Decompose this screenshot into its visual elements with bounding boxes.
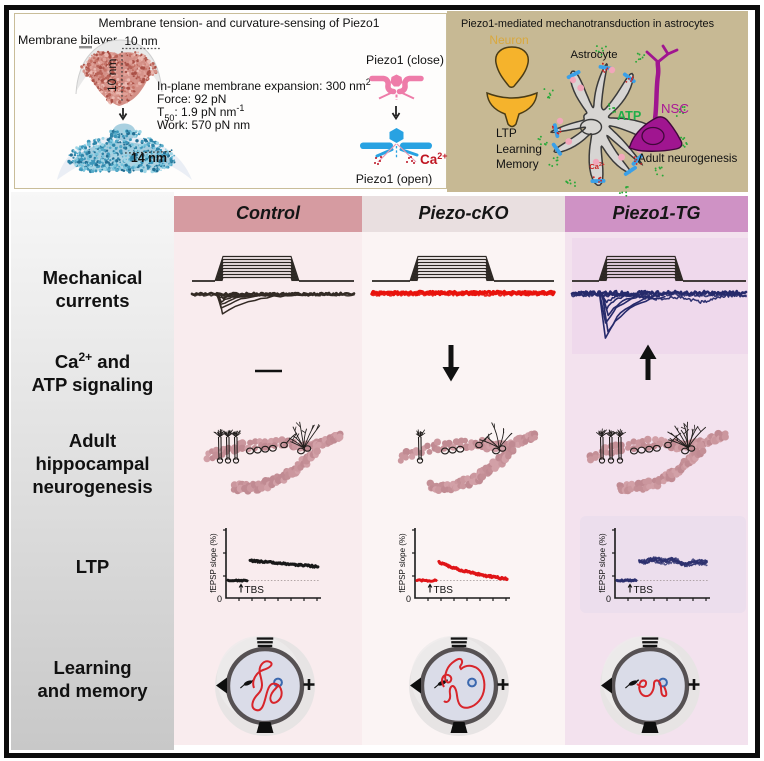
svg-text:Ca2+: Ca2+ xyxy=(420,151,448,167)
svg-text:Piezo1 (open): Piezo1 (open) xyxy=(356,172,433,186)
svg-text:Piezo1 (close): Piezo1 (close) xyxy=(366,53,444,67)
svg-text:fEPSP slope (%): fEPSP slope (%) xyxy=(598,533,607,593)
svg-text:fEPSP slope (%): fEPSP slope (%) xyxy=(398,533,407,593)
svg-text:Work: 570 pN nm: Work: 570 pN nm xyxy=(157,118,250,132)
svg-text:0: 0 xyxy=(606,594,611,604)
svg-text:Memory: Memory xyxy=(496,157,539,171)
svg-text:TBS: TBS xyxy=(245,585,265,596)
svg-text:0: 0 xyxy=(406,594,411,604)
svg-text:Ca2+: Ca2+ xyxy=(589,162,604,171)
svg-text:14 nm: 14 nm xyxy=(131,151,167,165)
svg-text:In-plane membrane expansion: 3: In-plane membrane expansion: 300 nm2 xyxy=(157,77,371,93)
svg-text:TBS: TBS xyxy=(634,585,654,596)
svg-text:TBS: TBS xyxy=(434,585,454,596)
svg-text:ATP: ATP xyxy=(617,109,641,123)
svg-text:Force: 92 pN: Force: 92 pN xyxy=(157,92,226,106)
svg-text:fEPSP slope (%): fEPSP slope (%) xyxy=(209,533,218,593)
svg-text:Membrane bilayer: Membrane bilayer xyxy=(18,33,117,47)
svg-text:10 nm: 10 nm xyxy=(124,34,157,48)
svg-text:Piezo1-mediated mechanotransdu: Piezo1-mediated mechanotransduction in a… xyxy=(461,18,715,30)
svg-text:0: 0 xyxy=(217,594,222,604)
svg-text:Neuron: Neuron xyxy=(489,33,528,47)
svg-text:Astrocyte: Astrocyte xyxy=(570,49,617,61)
svg-text:Learning: Learning xyxy=(496,142,542,156)
svg-text:NSC: NSC xyxy=(661,101,689,116)
svg-text:10 nm: 10 nm xyxy=(105,59,119,92)
svg-text:T50: 1.9 pN nm-1: T50: 1.9 pN nm-1 xyxy=(157,103,244,123)
svg-text:LTP: LTP xyxy=(496,126,517,140)
svg-text:Membrane tension- and curvatur: Membrane tension- and curvature-sensing … xyxy=(99,16,380,30)
svg-text:Adult neurogenesis: Adult neurogenesis xyxy=(638,152,737,165)
